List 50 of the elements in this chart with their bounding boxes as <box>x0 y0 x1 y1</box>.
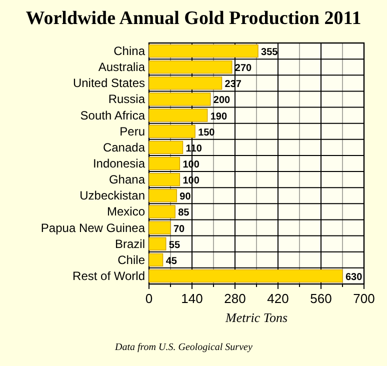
bar <box>148 124 196 138</box>
bar <box>148 108 208 122</box>
y-tick-label: Russia <box>108 92 146 106</box>
y-tick-label: Brazil <box>114 236 145 251</box>
bar <box>148 221 171 234</box>
y-tick-label: Indonesia <box>92 156 146 170</box>
data-label: 150 <box>198 127 216 138</box>
y-tick-label: Mexico <box>106 204 146 219</box>
y-tick-label: Rest of World <box>72 268 145 283</box>
y-tick-label: Ghana <box>108 172 146 187</box>
data-label: 90 <box>180 192 192 203</box>
y-tick-label: Chile <box>118 252 146 267</box>
bar <box>148 76 222 90</box>
y-tick-label: China <box>114 44 146 58</box>
x-tick-label: 700 <box>353 291 375 306</box>
y-tick-label: Australia <box>98 60 146 74</box>
bar <box>148 237 166 250</box>
bar <box>148 189 177 202</box>
bar <box>148 253 164 266</box>
y-tick-label: Papua New Guinea <box>40 220 146 235</box>
x-tick-label: 140 <box>181 291 203 306</box>
data-label: 85 <box>178 208 190 219</box>
data-label: 45 <box>166 256 178 267</box>
chart-title: Worldwide Annual Gold Production 2011 <box>26 8 362 29</box>
bar <box>148 269 343 283</box>
y-tick-label: South Africa <box>80 108 146 122</box>
bar <box>148 156 180 170</box>
data-label: 355 <box>261 47 278 58</box>
data-label: 190 <box>210 111 228 122</box>
y-tick-label: United States <box>72 76 145 90</box>
bar <box>148 60 232 74</box>
bar <box>148 173 180 186</box>
x-tick-label: 560 <box>310 291 332 306</box>
data-label: 630 <box>346 272 363 283</box>
data-label: 270 <box>234 63 252 74</box>
text: Data from U.S. Geological Survey <box>114 342 253 353</box>
data-label: 70 <box>174 224 186 235</box>
x-tick-label: 280 <box>224 291 246 306</box>
bar <box>148 44 258 58</box>
data-label: 55 <box>168 240 180 251</box>
bar <box>148 205 176 218</box>
y-tick-label: Peru <box>120 124 145 138</box>
y-tick-label: Canada <box>102 140 146 154</box>
x-tick-label: 420 <box>267 291 289 306</box>
data-label: 200 <box>213 95 231 106</box>
x-tick-label: 0 <box>145 291 153 306</box>
y-tick-label: Uzbeckistan <box>80 188 145 203</box>
bar <box>148 92 211 106</box>
x-axis-title: Metric Tons <box>224 310 288 325</box>
bar <box>148 140 184 154</box>
